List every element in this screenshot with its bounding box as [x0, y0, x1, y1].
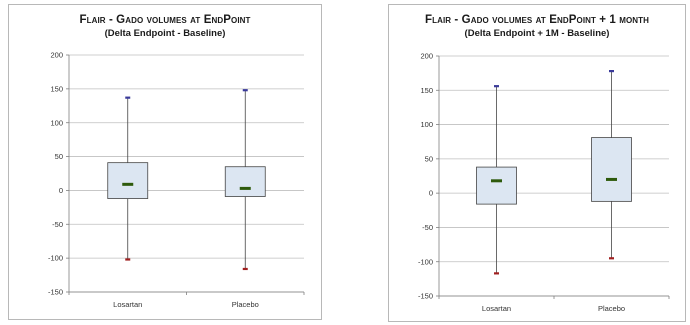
- y-tick-label: -50: [422, 223, 433, 232]
- y-tick-label: 150: [50, 84, 63, 93]
- x-category-label: Losartan: [482, 304, 511, 313]
- chart-title-block: Flair - Gado volumes at EndPoint + 1 mon…: [389, 14, 685, 40]
- x-category-label: Losartan: [113, 300, 142, 309]
- chart-title: Flair - Gado volumes at EndPoint + 1 mon…: [424, 14, 650, 26]
- y-tick-label: 50: [425, 154, 433, 163]
- y-tick-label: 0: [59, 186, 63, 195]
- box-iqr: [107, 162, 149, 199]
- y-tick-label: 200: [420, 52, 433, 61]
- chart-title: Flair - Gado volumes at EndPoint: [79, 14, 251, 26]
- y-tick-label: 50: [55, 152, 63, 161]
- x-category-label: Placebo: [232, 300, 259, 309]
- box-iqr: [591, 137, 632, 202]
- y-tick-label: -150: [48, 288, 63, 297]
- box-plot-endpoint-1m: -150 -100 -50 0 50 100 150 200 Losartan Placebo: [418, 52, 670, 313]
- box-iqr: [476, 166, 517, 205]
- chart-subtitle: (Delta Endpoint + 1M - Baseline): [464, 28, 610, 39]
- y-tick-label: 100: [50, 118, 63, 127]
- chart-panel-endpoint: Flair - Gado volumes at EndPoint (Delta …: [8, 4, 322, 320]
- y-tick-label: 150: [420, 86, 433, 95]
- box-plot-endpoint: -150 -100 -50 0 50 100 150 200 Losartan Placebo: [48, 51, 305, 309]
- y-tick-label: 200: [50, 51, 63, 60]
- chart-subtitle: (Delta Endpoint - Baseline): [104, 28, 226, 39]
- box-iqr: [224, 166, 266, 197]
- y-tick-label: -150: [418, 292, 433, 301]
- x-category-label: Placebo: [598, 304, 625, 313]
- y-tick-label: -100: [418, 257, 433, 266]
- chart-panel-endpoint-1m: Flair - Gado volumes at EndPoint + 1 mon…: [388, 4, 686, 322]
- y-tick-label: -100: [48, 254, 63, 263]
- y-tick-label: 0: [429, 189, 433, 198]
- y-tick-label: -50: [52, 220, 63, 229]
- chart-title-block: Flair - Gado volumes at EndPoint (Delta …: [9, 14, 321, 40]
- y-tick-label: 100: [420, 120, 433, 129]
